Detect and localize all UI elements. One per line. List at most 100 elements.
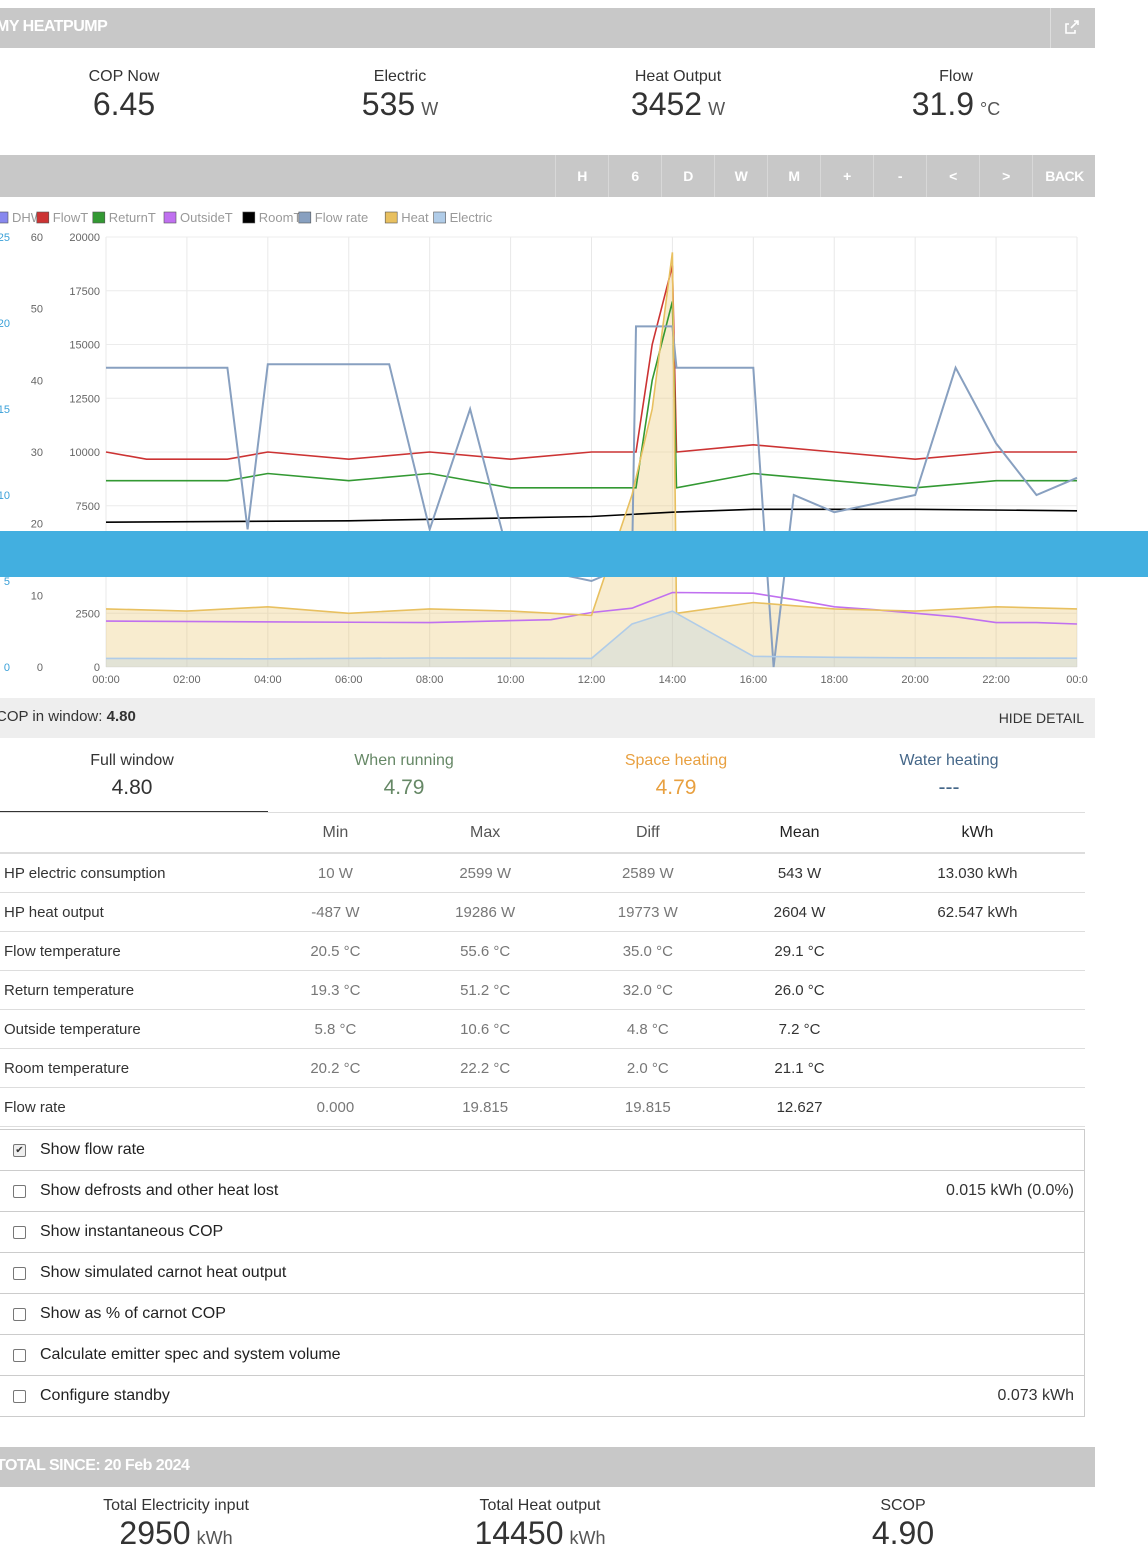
x-tick-label: 20:00 (901, 674, 929, 686)
total-number: 2950 (119, 1515, 191, 1551)
y-power-tick-label: 17500 (69, 286, 100, 298)
option-checkbox[interactable] (13, 1267, 26, 1280)
range-6h-button[interactable]: 6 (608, 155, 661, 197)
col-mean: Mean (729, 812, 870, 854)
option-row[interactable]: Show simulated carnot heat output (0, 1253, 1084, 1294)
stat-heat-output: Heat Output 3452 W (598, 68, 758, 127)
chart-toolbar: H 6 D W M + - < > BACK (0, 155, 1095, 197)
external-link-button[interactable] (1050, 8, 1095, 48)
x-tick-label: 10:00 (497, 674, 525, 686)
tab-full-window[interactable]: Full window 4.80 (0, 740, 268, 812)
stat-electric: Electric 535 W (320, 68, 480, 127)
tab-value: 4.79 (383, 776, 425, 799)
range-month-button[interactable]: M (767, 155, 820, 197)
option-value: 0.015 kWh (0.0%) (945, 1182, 1074, 1199)
stat-number: 3452 (630, 86, 703, 122)
range-hour-button[interactable]: H (555, 155, 608, 197)
option-checkbox[interactable] (13, 1308, 26, 1321)
cell-mean: 12.627 (729, 1087, 870, 1127)
cell-name: Outside temperature (0, 1009, 267, 1049)
pan-right-button[interactable]: > (979, 155, 1032, 197)
cop-tabs: Full window 4.80 When running 4.79 Space… (0, 740, 1085, 812)
option-checkbox[interactable] (13, 1349, 26, 1362)
cell-diff: 2.0 °C (566, 1048, 730, 1088)
stat-label: Heat Output (634, 68, 722, 85)
col-diff: Diff (566, 812, 730, 854)
range-week-button[interactable]: W (714, 155, 767, 197)
option-row[interactable]: Show as % of carnot COP (0, 1294, 1084, 1335)
table-row: HP heat output -487 W 19286 W 19773 W 2604 W… (0, 892, 1085, 932)
y-power-tick-label: 15000 (69, 340, 100, 352)
cell-mean: 29.1 °C (729, 931, 870, 971)
y-power-tick-label: 12500 (69, 393, 100, 405)
cell-min: 0.000 (267, 1087, 404, 1127)
stat-number: 31.9 (911, 86, 975, 122)
y-power-tick-label: 2500 (76, 608, 100, 620)
x-tick-label: 06:00 (335, 674, 363, 686)
tab-label: Space heating (624, 752, 728, 769)
tab-space-heating[interactable]: Space heating 4.79 (540, 740, 812, 800)
range-day-button[interactable]: D (661, 155, 714, 197)
stat-unit: W (421, 99, 439, 119)
option-row[interactable]: ✔ Show flow rate (0, 1130, 1084, 1171)
stat-number: 6.45 (92, 86, 156, 122)
option-checkbox[interactable]: ✔ (13, 1144, 26, 1157)
y-flow-tick-label: 15 (0, 404, 10, 416)
x-tick-label: 18:00 (820, 674, 848, 686)
cell-kwh (869, 1009, 1085, 1049)
total-label: Total Electricity input (103, 1497, 249, 1514)
cell-min: 20.5 °C (267, 931, 404, 971)
legend-label: DHW (12, 210, 44, 225)
tab-label: Full window (90, 752, 174, 769)
option-row[interactable]: Show instantaneous COP (0, 1212, 1084, 1253)
cell-max: 10.6 °C (403, 1009, 567, 1049)
option-row[interactable]: Show defrosts and other heat lost 0.015 k… (0, 1171, 1084, 1212)
total-label: SCOP (880, 1497, 926, 1514)
cell-min: 10 W (267, 853, 404, 893)
table-header-row: Min Max Diff Mean kWh (0, 812, 1085, 854)
tab-value: --- (938, 776, 960, 799)
total-value: 2950 kWh (66, 1515, 286, 1556)
x-tick-label: 00:0 (1066, 674, 1087, 686)
zoom-in-button[interactable]: + (820, 155, 873, 197)
total-value: 14450 kWh (430, 1515, 650, 1556)
series-line-flow-rate (106, 325, 1078, 668)
tab-value: 4.79 (655, 776, 697, 799)
tab-label: Water heating (899, 752, 999, 769)
x-tick-label: 14:00 (659, 674, 687, 686)
y-temp-tick-label: 10 (31, 590, 43, 602)
option-row[interactable]: Configure standby 0.073 kWh (0, 1376, 1084, 1416)
cell-mean: 21.1 °C (729, 1048, 870, 1088)
y-flow-tick-label: 0 (4, 662, 10, 674)
pan-left-button[interactable]: < (926, 155, 979, 197)
cell-max: 22.2 °C (403, 1048, 567, 1088)
total-electricity: Total Electricity input 2950 kWh (66, 1497, 286, 1556)
option-row[interactable]: Calculate emitter spec and system volume (0, 1335, 1084, 1376)
tab-when-running[interactable]: When running 4.79 (268, 740, 540, 800)
tab-water-heating[interactable]: Water heating --- (813, 740, 1085, 800)
series-line-flowt (105, 265, 1077, 461)
option-label: Configure standby (40, 1387, 170, 1404)
hide-detail-button[interactable]: HIDE DETAIL (998, 710, 1084, 726)
legend-label: Electric (450, 210, 493, 225)
option-checkbox[interactable] (13, 1185, 26, 1198)
overlay-banner (0, 531, 1148, 577)
option-label: Show as % of carnot COP (40, 1305, 226, 1322)
option-checkbox[interactable] (13, 1226, 26, 1239)
total-heat: Total Heat output 14450 kWh (430, 1497, 650, 1556)
x-tick-label: 02:00 (173, 674, 201, 686)
legend-swatch (0, 211, 9, 224)
zoom-out-button[interactable]: - (873, 155, 926, 197)
option-label: Show instantaneous COP (40, 1223, 224, 1240)
heatpump-chart[interactable]: DHW FlowT ReturnT OutsideT RoomT Flow rate Hea… (0, 200, 1095, 692)
cell-name: Flow temperature (0, 931, 267, 971)
totals-panel: Total Electricity input 2950 kWh Total He… (0, 1487, 1095, 1566)
y-temp-tick-label: 40 (31, 375, 43, 387)
back-button[interactable]: BACK (1032, 155, 1096, 197)
chart-legend: DHW FlowT ReturnT OutsideT RoomT Flow rate Hea… (0, 210, 493, 225)
legend-label: Heat (401, 210, 429, 225)
series-area-heat (106, 252, 1077, 667)
option-checkbox[interactable] (13, 1390, 26, 1403)
stat-unit: W (708, 99, 726, 119)
